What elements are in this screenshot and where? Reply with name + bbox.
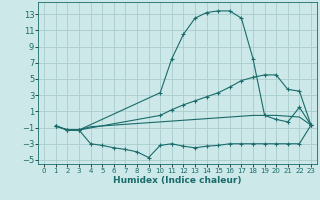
X-axis label: Humidex (Indice chaleur): Humidex (Indice chaleur) [113,176,242,185]
